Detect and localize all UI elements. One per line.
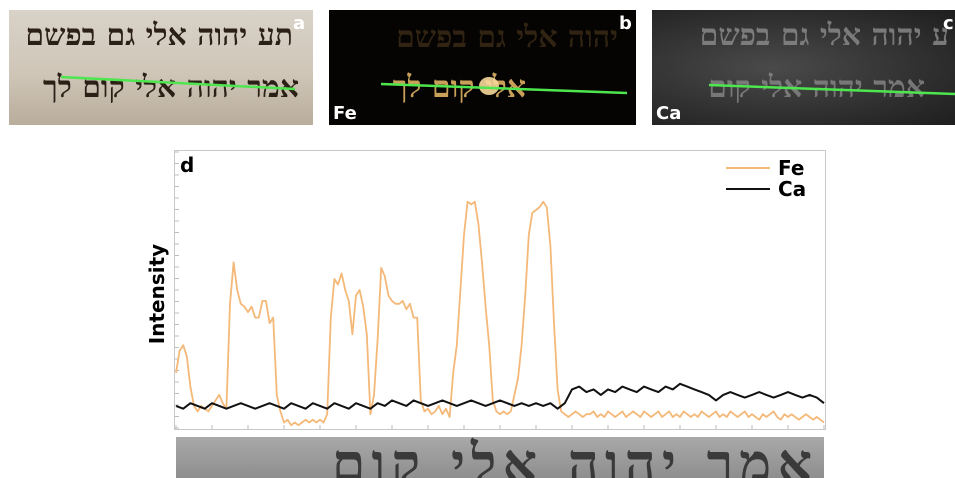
- strip-text: אמר יהוה אלי קום: [331, 437, 818, 478]
- panel-b-text-line1: יהוה אלי גם בפשם: [396, 20, 618, 55]
- panel-b-fe-map: יהוה אלי גם בפשם אלי קום לך b Fe: [329, 10, 636, 125]
- series-layer: [175, 200, 825, 427]
- panel-a-photo: תע יהוה אלי גם בפשם אמר יהוה אלי קום לך …: [9, 10, 313, 125]
- legend-label-fe: Fe: [778, 156, 805, 180]
- manuscript-strip: אמר יהוה אלי קום: [176, 437, 824, 478]
- panel-b-label: b: [619, 13, 632, 34]
- legend-item-fe: Fe: [726, 157, 816, 179]
- legend-swatch-fe: [726, 167, 770, 169]
- panel-c-scan-line: [708, 83, 955, 96]
- panel-b-scan-line: [380, 77, 628, 95]
- panel-d-label: d: [180, 153, 195, 177]
- panel-c-ca-map: ע יהוה אלי גם בפשם אמר יהוה אלי קום c Ca: [652, 10, 955, 125]
- plot-frame: [174, 150, 826, 430]
- series-line-fe: [175, 200, 825, 427]
- x-axis-ticks: [175, 425, 825, 429]
- panel-c-element-label: Ca: [656, 103, 682, 124]
- line-chart: [174, 150, 826, 430]
- legend-label-ca: Ca: [778, 177, 807, 201]
- panel-c-label: c: [943, 13, 954, 34]
- panel-a-text-line1: תע יהוה אלי גם בפשם: [25, 18, 293, 53]
- series-line-ca: [175, 382, 825, 410]
- panel-a-label: a: [293, 13, 306, 34]
- panel-a-scan-line: [60, 75, 296, 91]
- y-axis-label: Intensity: [145, 243, 169, 345]
- legend-swatch-ca: [726, 188, 770, 190]
- y-axis-ticks: [175, 151, 179, 429]
- panel-b-element-label: Fe: [333, 103, 357, 124]
- panel-c-text-line1: ע יהוה אלי גם בפשם: [699, 18, 949, 53]
- legend-item-ca: Ca: [726, 178, 816, 200]
